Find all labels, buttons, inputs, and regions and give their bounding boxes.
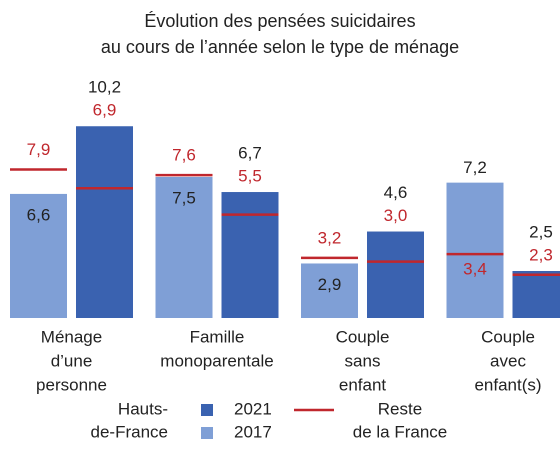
category-label: Ménage	[41, 327, 102, 346]
bar	[512, 271, 560, 318]
bar	[155, 177, 213, 318]
value-label: 2,5	[529, 222, 553, 241]
bar	[221, 192, 279, 318]
legend-label: 2021	[234, 399, 272, 418]
reference-label: 2,3	[529, 245, 553, 264]
category-label: Couple	[481, 327, 535, 346]
value-label: 7,5	[172, 188, 196, 207]
chart-title: au cours de l’année selon le type de mén…	[101, 37, 459, 57]
category-label: Famille	[190, 327, 245, 346]
bar	[446, 182, 504, 318]
category-label: enfant	[339, 375, 387, 394]
chart-title: Évolution des pensées suicidaires	[144, 11, 415, 31]
reference-label: 3,2	[318, 228, 342, 247]
category-label: avec	[490, 351, 526, 370]
legend-label: de la France	[353, 422, 448, 441]
reference-label: 7,6	[172, 146, 196, 165]
value-label: 6,7	[238, 144, 262, 163]
category-label: d’une	[51, 351, 93, 370]
legend-label: Reste	[378, 399, 422, 418]
category-label: personne	[36, 375, 107, 394]
reference-label: 3,0	[384, 206, 408, 225]
reference-label: 3,4	[463, 260, 487, 279]
legend-group-label: de-France	[91, 422, 168, 441]
category-label: enfant(s)	[474, 375, 541, 394]
legend-group-label: Hauts-	[118, 399, 168, 418]
bar	[10, 193, 67, 318]
value-label: 6,6	[27, 205, 51, 224]
legend-swatch	[201, 427, 213, 439]
legend-swatch	[201, 404, 213, 416]
reference-label: 5,5	[238, 167, 262, 186]
value-label: 7,2	[463, 158, 487, 177]
bar	[367, 231, 424, 318]
value-label: 2,9	[318, 275, 342, 294]
reference-label: 7,9	[27, 140, 51, 159]
bar	[301, 263, 358, 318]
category-label: sans	[345, 351, 381, 370]
category-label: monoparentale	[160, 351, 273, 370]
legend-label: 2017	[234, 422, 272, 441]
value-label: 4,6	[384, 183, 408, 202]
reference-label: 6,9	[93, 101, 117, 120]
bar	[76, 126, 133, 319]
category-label: Couple	[336, 327, 390, 346]
value-label: 10,2	[88, 78, 121, 97]
